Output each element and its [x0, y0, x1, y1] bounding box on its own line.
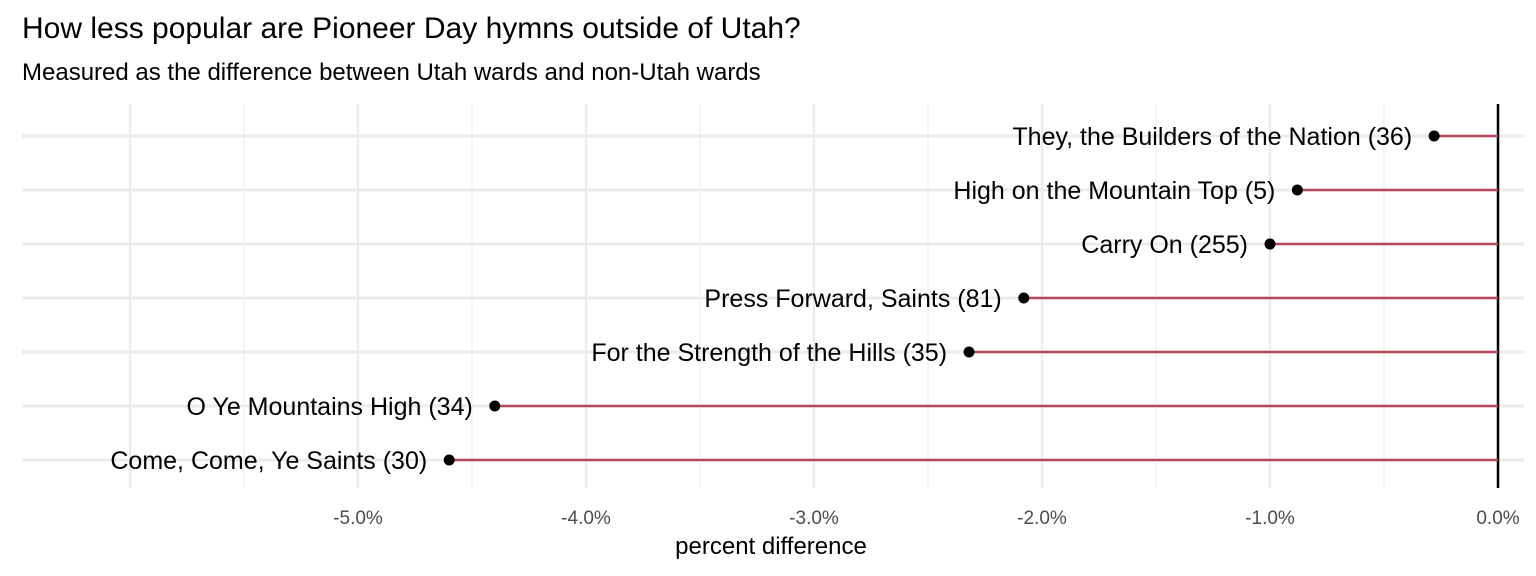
point-label: O Ye Mountains High (34) [187, 393, 473, 421]
x-tick-label: 0.0% [1476, 508, 1519, 529]
chart-subtitle: Measured as the difference between Utah … [22, 59, 761, 86]
x-tick-label: -2.0% [1017, 508, 1067, 529]
x-tick-label: -1.0% [1245, 508, 1295, 529]
lollipop-point [963, 346, 975, 358]
point-label: Press Forward, Saints (81) [704, 285, 1001, 313]
point-label: They, the Builders of the Nation (36) [1012, 123, 1412, 151]
lollipop-point [1018, 292, 1030, 304]
point-label: Carry On (255) [1081, 231, 1248, 259]
x-tick-label: -4.0% [561, 508, 611, 529]
point-label: High on the Mountain Top (5) [953, 177, 1275, 205]
point-label: Come, Come, Ye Saints (30) [110, 447, 427, 475]
point-label: For the Strength of the Hills (35) [591, 339, 947, 367]
x-tick-label: -5.0% [333, 508, 383, 529]
chart-title: How less popular are Pioneer Day hymns o… [22, 12, 801, 45]
lollipop-point [1428, 130, 1440, 142]
x-axis-ticks: -5.0% -4.0% -3.0% -2.0% -1.0% 0.0% [333, 508, 1520, 529]
x-tick-label: -3.0% [789, 508, 839, 529]
x-axis-title: percent difference [675, 533, 867, 560]
lollipop-point [489, 400, 501, 412]
lollipop-point [443, 454, 455, 466]
lollipop-point [1291, 184, 1303, 196]
lollipop-series: They, the Builders of the Nation (36) Hig… [110, 123, 1498, 475]
lollipop-point [1264, 238, 1276, 250]
